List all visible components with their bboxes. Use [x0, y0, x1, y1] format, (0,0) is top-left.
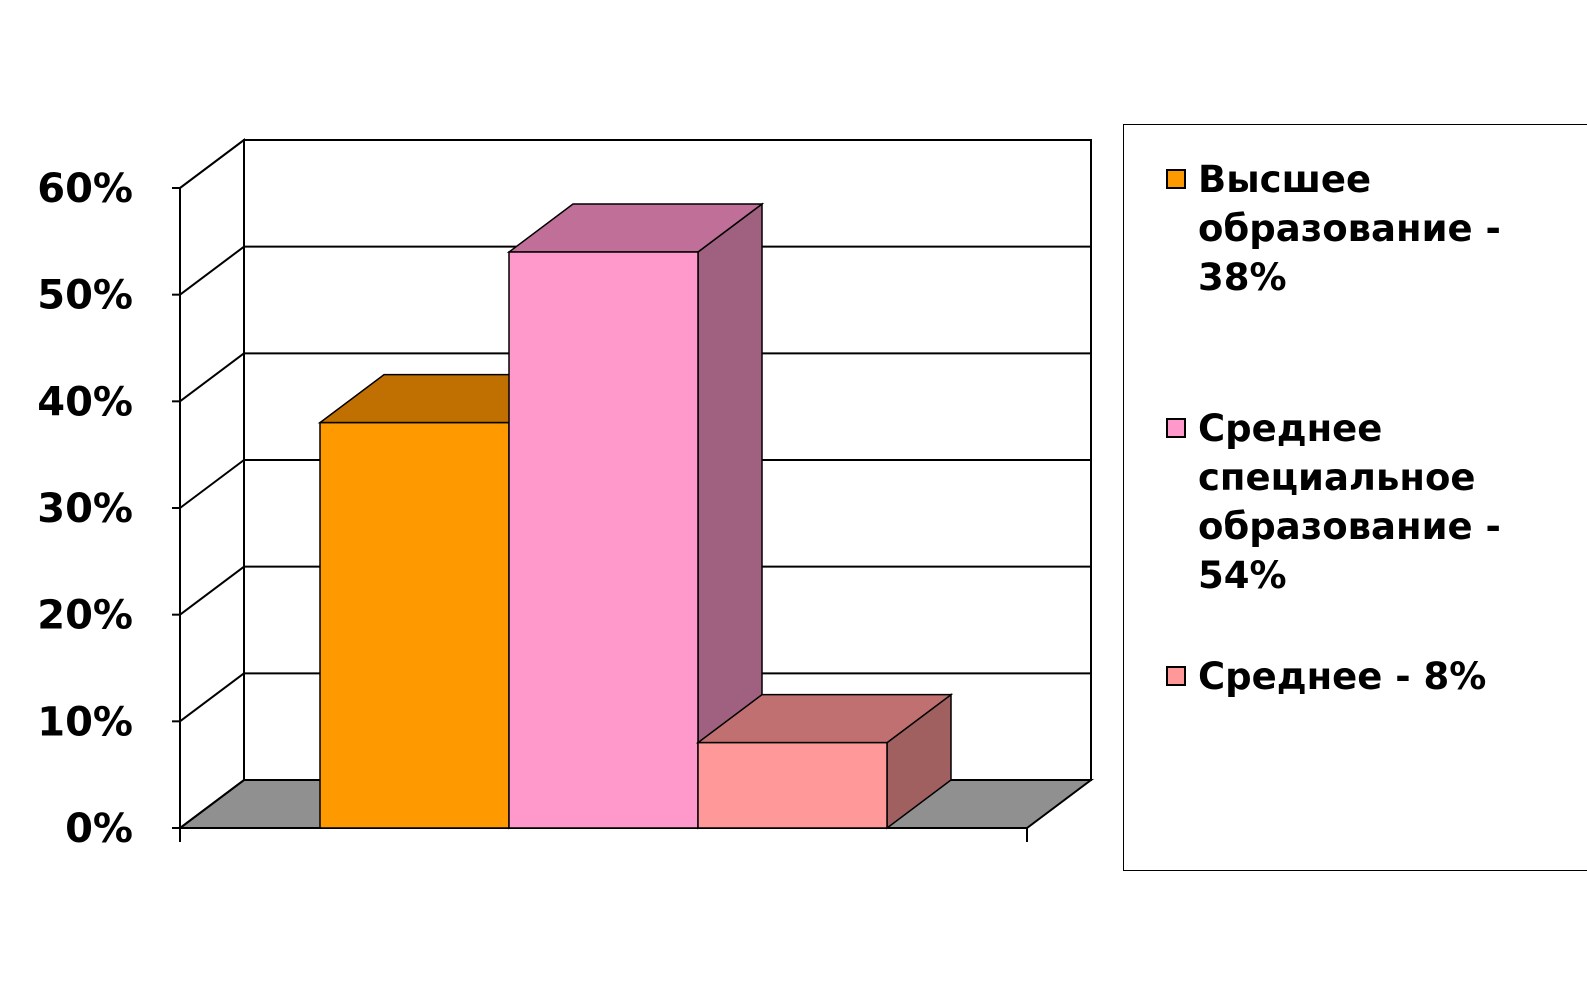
y-tick-label: 20% — [37, 593, 133, 639]
y-tick-label: 10% — [37, 699, 133, 745]
legend-label: Среднее специальное образование - 54% — [1198, 407, 1501, 597]
legend-item-higher: Высшее образование - 38% — [1166, 155, 1568, 302]
gridline-side — [179, 139, 245, 189]
y-tick-label: 60% — [37, 166, 133, 212]
gridline-side — [179, 459, 245, 509]
legend-item-specialized: Среднее специальное образование - 54% — [1166, 404, 1568, 600]
legend-item-secondary: Среднее - 8% — [1166, 652, 1568, 701]
gridline-side — [179, 779, 245, 829]
bars — [317, 202, 954, 830]
bar-front — [697, 741, 888, 829]
legend-label: Среднее - 8% — [1198, 655, 1487, 698]
bar-front — [508, 251, 699, 829]
bar — [695, 693, 954, 830]
legend-swatch — [1166, 418, 1186, 438]
gridline-side — [179, 245, 245, 296]
gridline-side — [179, 672, 245, 723]
legend-swatch — [1166, 666, 1186, 686]
bar — [506, 202, 765, 830]
gridline-side — [179, 352, 245, 403]
y-tick-label: 40% — [37, 379, 133, 425]
y-tick-label: 0% — [65, 806, 133, 852]
legend: Высшее образование - 38% Среднее специал… — [1123, 124, 1587, 871]
y-tick-label: 50% — [37, 273, 133, 319]
bar-front — [319, 421, 510, 829]
legend-label: Высшее образование - 38% — [1198, 158, 1501, 299]
y-axis-ticks: 0% 10% 20% 30% 40% 50% 60% — [37, 166, 133, 852]
legend-swatch — [1166, 169, 1186, 189]
gridline-side — [179, 565, 245, 616]
y-tick-label: 30% — [37, 486, 133, 532]
